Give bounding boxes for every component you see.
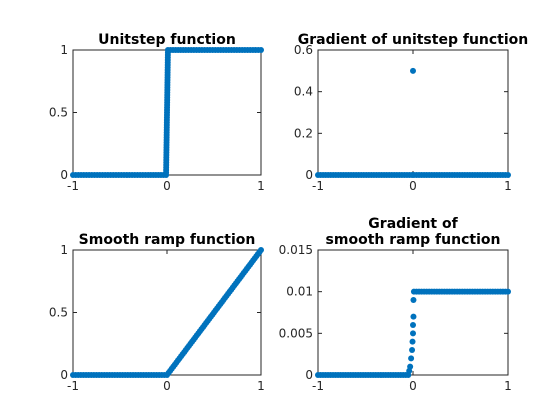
- series-unitstep-gradient: [315, 67, 511, 178]
- y-tick-label: 0.5: [49, 306, 68, 320]
- data-point: [410, 297, 417, 303]
- series-unitstep: [70, 47, 264, 178]
- y-tick-label: 0: [60, 168, 68, 182]
- data-point: [258, 47, 264, 53]
- y-tick-label: 0.4: [294, 85, 313, 99]
- y-tick-label: 0.6: [294, 43, 313, 57]
- data-point: [410, 322, 416, 328]
- axis-box: [72, 249, 262, 376]
- y-tick-label: 0.5: [49, 106, 68, 120]
- y-tick-label: 0: [305, 168, 313, 182]
- subplot-unitstep: Unitstep function-1 0 100.51: [49, 32, 265, 193]
- y-tick-label: 0.01: [286, 285, 313, 299]
- x-tick-label: -1: [312, 379, 324, 393]
- data-point: [505, 288, 511, 295]
- series-smooth-ramp-gradient: [315, 288, 511, 378]
- chart-title: Smooth ramp function: [79, 232, 256, 248]
- chart-title: Unitstep function: [98, 32, 236, 48]
- x-tick-label: -1: [67, 379, 79, 393]
- y-tick-label: 1: [60, 43, 68, 57]
- data-point: [505, 172, 511, 178]
- subplot-unitstep-gradient: Gradient of unitstep function-1 0 100.20.4…: [294, 32, 528, 193]
- x-tick-label: -1: [67, 179, 79, 193]
- y-tick-label: 0.015: [279, 243, 313, 257]
- x-tick-label: 1: [504, 179, 512, 193]
- chart-title: smooth ramp function: [326, 232, 501, 248]
- subplot-smooth-ramp: Smooth ramp function-1 0 100.51: [49, 232, 265, 393]
- data-point: [258, 247, 264, 253]
- y-tick-label: 1: [60, 243, 68, 257]
- data-point: [409, 338, 416, 345]
- series-smooth-ramp: [70, 247, 264, 378]
- data-point: [410, 313, 417, 320]
- y-tick-label: 0: [305, 368, 313, 382]
- y-tick-label: 0: [60, 368, 68, 382]
- chart-title: Gradient of unitstep function: [298, 32, 529, 48]
- y-tick-label: 0.005: [279, 326, 313, 340]
- x-tick-label: 0: [163, 179, 171, 193]
- data-point: [407, 363, 414, 370]
- x-tick-label: 0: [409, 379, 417, 393]
- data-point: [409, 347, 416, 353]
- x-tick-label: -1: [312, 179, 324, 193]
- x-tick-label: 0: [409, 179, 417, 193]
- x-tick-label: 1: [504, 379, 512, 393]
- x-tick-label: 1: [257, 179, 265, 193]
- data-point: [408, 355, 415, 362]
- chart-title: Gradient of: [368, 216, 458, 232]
- data-point: [410, 67, 416, 74]
- y-tick-label: 0.2: [294, 126, 313, 140]
- data-point: [410, 330, 416, 337]
- x-tick-label: 1: [257, 379, 265, 393]
- x-tick-label: 0: [163, 379, 171, 393]
